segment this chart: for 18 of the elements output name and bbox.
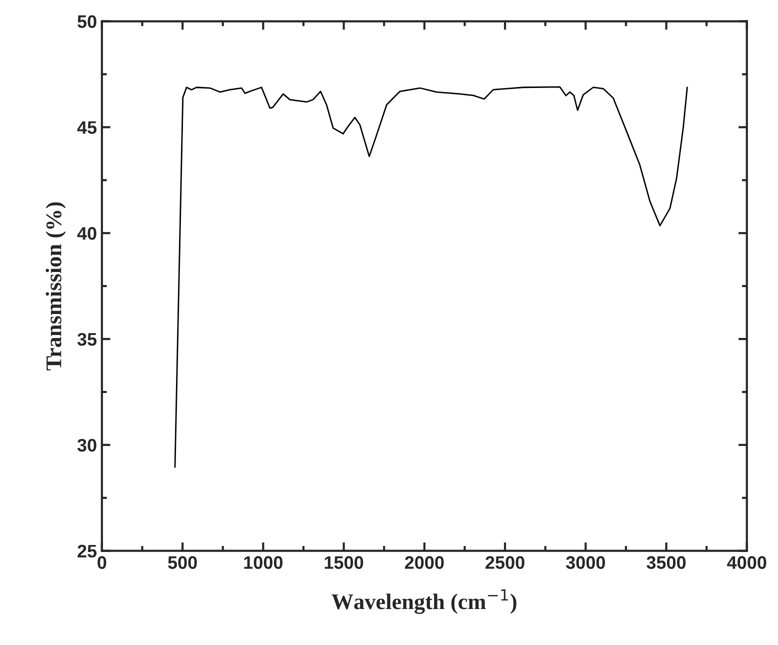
y-tick-label: 40	[77, 227, 96, 240]
x-tick-label: 0	[98, 556, 106, 569]
x-tick-label: 1500	[324, 556, 364, 569]
x-tick-label: 2000	[404, 556, 444, 569]
x-tick-label: 3000	[566, 556, 605, 569]
x-axis-title: Wavelength (cm$^{−1}$)	[332, 589, 516, 614]
y-tick-label: 30	[77, 438, 96, 452]
x-tick-label: 3500	[646, 556, 686, 569]
y-tick-label: 35	[77, 332, 97, 346]
x-tick-label: 2500	[486, 556, 524, 569]
y-tick-label: 45	[77, 121, 97, 134]
x-tick-label: 4000	[727, 556, 766, 569]
y-tick-label: 50	[78, 15, 96, 28]
x-tick-label: 1000	[244, 556, 283, 569]
x-tick-label: 500	[168, 556, 197, 569]
y-tick-label: 25	[78, 544, 97, 558]
y-axis-title: Transmission (%)	[46, 202, 66, 370]
line-series	[174, 86, 688, 468]
